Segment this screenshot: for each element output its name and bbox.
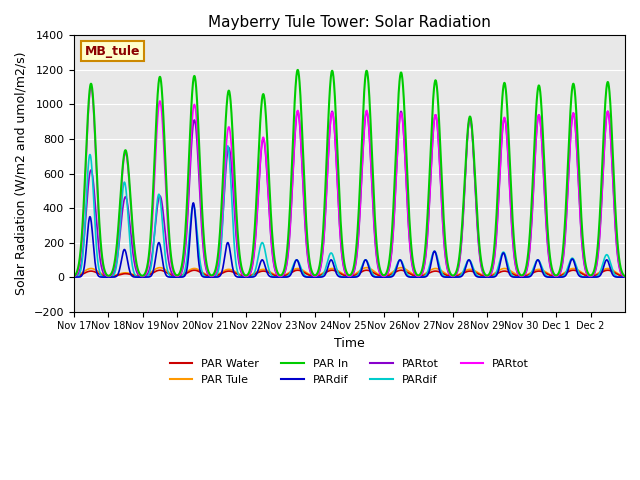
X-axis label: Time: Time bbox=[334, 337, 365, 350]
Y-axis label: Solar Radiation (W/m2 and umol/m2/s): Solar Radiation (W/m2 and umol/m2/s) bbox=[15, 52, 28, 295]
Title: Mayberry Tule Tower: Solar Radiation: Mayberry Tule Tower: Solar Radiation bbox=[208, 15, 491, 30]
Text: MB_tule: MB_tule bbox=[85, 45, 140, 58]
Legend: PAR Water, PAR Tule, PAR In, PARdif, PARtot, PARdif, PARtot: PAR Water, PAR Tule, PAR In, PARdif, PAR… bbox=[166, 355, 533, 389]
